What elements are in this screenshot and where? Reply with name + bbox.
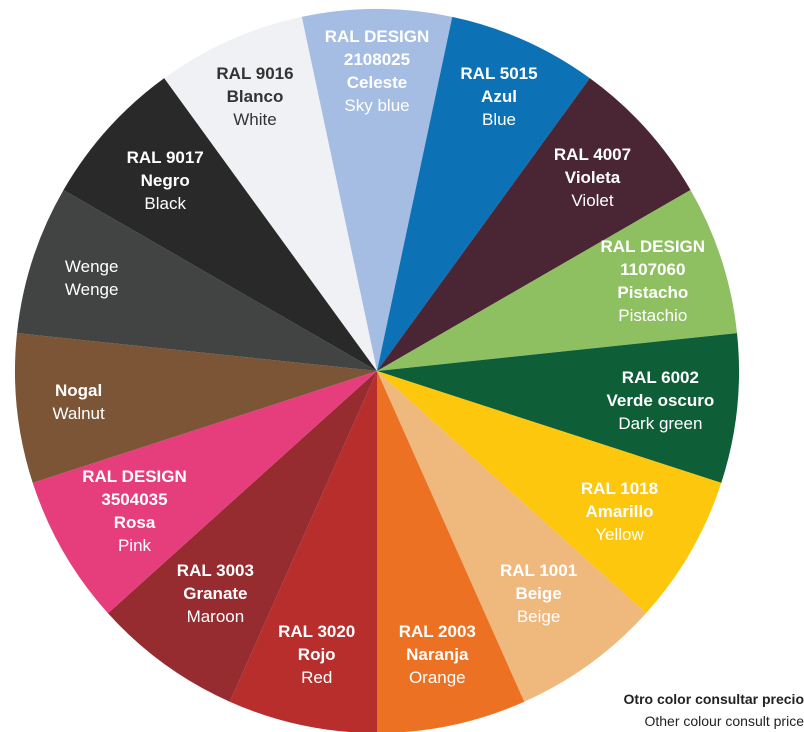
english-name: Blue bbox=[481, 110, 517, 130]
color-segment bbox=[377, 78, 691, 371]
color-segment bbox=[16, 190, 377, 371]
english-name: Beige bbox=[516, 607, 561, 626]
segment-label: RAL DESIGN 2108025 Celeste Sky blue bbox=[325, 25, 430, 117]
ral-code: RAL 3020 bbox=[278, 622, 356, 642]
spanish-name: Azul bbox=[481, 87, 517, 107]
spanish-name: Pistacho bbox=[617, 283, 689, 303]
segment-label: RAL 1018 Amarillo Yellow bbox=[581, 477, 658, 546]
english-name: Black bbox=[144, 193, 186, 213]
footnote-english: Other colour consult price bbox=[644, 713, 804, 729]
color-segment bbox=[14, 333, 377, 483]
english-name: Pink bbox=[117, 536, 152, 555]
color-segment bbox=[32, 371, 377, 614]
spanish-name: Violeta bbox=[564, 167, 621, 187]
segment-label: RAL DESIGN 1107060 Pistacho Pistachio bbox=[601, 235, 706, 327]
english-name: Sky blue bbox=[344, 96, 410, 115]
english-name: Maroon bbox=[186, 607, 245, 626]
ral-code: RAL 5015 bbox=[460, 64, 538, 84]
segment-label: RAL 5015 Azul Blue bbox=[460, 62, 537, 131]
spanish-name: Blanco bbox=[226, 87, 284, 107]
spanish-name: Nogal bbox=[54, 381, 103, 401]
spanish-name: Naranja bbox=[406, 645, 469, 665]
english-name: Walnut bbox=[52, 404, 105, 424]
color-segment bbox=[377, 371, 525, 732]
color-segment bbox=[63, 78, 377, 371]
ral-code: RAL 2003 bbox=[398, 622, 476, 642]
english-name: Red bbox=[301, 668, 333, 688]
english-name: Yellow bbox=[595, 524, 644, 544]
spanish-name: Negro bbox=[140, 170, 190, 190]
ral-code: RAL 9017 bbox=[126, 147, 204, 167]
segment-label: RAL 1001 Beige Beige bbox=[500, 559, 577, 628]
spanish-name: Rosa bbox=[113, 513, 156, 532]
color-segment bbox=[377, 371, 722, 614]
english-name: Violet bbox=[571, 190, 614, 210]
ral-code: RAL 9016 bbox=[216, 64, 294, 84]
footnote-spanish: Otro color consultar precio bbox=[623, 691, 804, 707]
ral-code: RAL DESIGN bbox=[82, 467, 187, 486]
ral-code: RAL 3003 bbox=[176, 561, 254, 580]
color-segment bbox=[377, 190, 738, 371]
spanish-name: Amarillo bbox=[585, 501, 654, 521]
ral-code: RAL 6002 bbox=[621, 368, 699, 388]
ral-code: 3504035 bbox=[101, 490, 168, 509]
ral-code: RAL 4007 bbox=[553, 144, 632, 164]
color-segment bbox=[229, 371, 377, 732]
ral-code: RAL DESIGN bbox=[600, 237, 706, 257]
segment-label: RAL 2003 Naranja Orange bbox=[399, 620, 476, 689]
segment-label: RAL 9016 Blanco White bbox=[216, 62, 293, 131]
ral-code: RAL 1018 bbox=[580, 478, 659, 498]
spanish-name: Beige bbox=[515, 584, 562, 603]
ral-code: 2108025 bbox=[343, 50, 411, 69]
color-segment bbox=[164, 16, 377, 371]
spanish-name: Rojo bbox=[297, 645, 336, 665]
english-name: Wenge bbox=[64, 280, 119, 300]
spanish-name: Granate bbox=[183, 584, 248, 603]
spanish-name: Verde oscuro bbox=[606, 391, 715, 411]
footnote: Otro color consultar precio Other colour… bbox=[564, 688, 804, 732]
english-name: Dark green bbox=[618, 414, 703, 434]
color-segment bbox=[377, 333, 740, 483]
spanish-name: Celeste bbox=[346, 73, 408, 92]
color-segment bbox=[377, 371, 647, 702]
segment-label: RAL 9017 Negro Black bbox=[127, 146, 204, 215]
segment-label: RAL 6002 Verde oscuro Dark green bbox=[607, 366, 715, 435]
english-name: Wenge bbox=[64, 257, 119, 277]
english-name: White bbox=[233, 110, 277, 130]
color-segment bbox=[301, 9, 453, 372]
segment-label: Wenge Wenge bbox=[65, 255, 119, 301]
segment-label: RAL 3003 Granate Maroon bbox=[177, 559, 254, 628]
segment-label: RAL 3020 Rojo Red bbox=[278, 620, 355, 689]
segment-label: RAL DESIGN 3504035 Rosa Pink bbox=[82, 465, 187, 557]
english-name: Orange bbox=[408, 668, 466, 688]
ral-code: RAL DESIGN bbox=[324, 27, 430, 46]
color-segment bbox=[107, 371, 377, 702]
english-name: Pistachio bbox=[618, 306, 688, 326]
segment-label: RAL 4007 Violeta Violet bbox=[554, 143, 631, 212]
color-segment bbox=[377, 16, 590, 371]
ral-code: 1107060 bbox=[620, 260, 686, 280]
ral-code: RAL 1001 bbox=[500, 561, 578, 580]
segment-label: Nogal Walnut bbox=[52, 379, 104, 425]
